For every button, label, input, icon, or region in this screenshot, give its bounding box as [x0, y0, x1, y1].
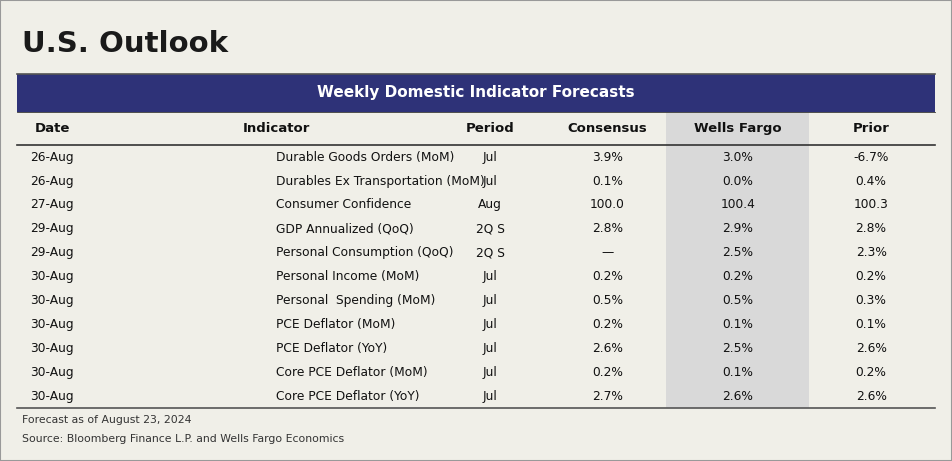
Text: 2.8%: 2.8% [856, 222, 886, 235]
Text: 0.5%: 0.5% [592, 294, 623, 307]
Text: 0.1%: 0.1% [856, 318, 886, 331]
Text: 100.3: 100.3 [854, 198, 888, 212]
Text: 2Q S: 2Q S [476, 222, 505, 235]
Text: 30-Aug: 30-Aug [30, 270, 74, 283]
Text: 26-Aug: 26-Aug [30, 175, 74, 188]
Text: 2.7%: 2.7% [592, 390, 623, 402]
Text: 2.9%: 2.9% [723, 222, 753, 235]
Text: 2.5%: 2.5% [723, 246, 753, 259]
Text: 0.2%: 0.2% [592, 270, 623, 283]
Text: 27-Aug: 27-Aug [30, 198, 74, 212]
Text: 2.6%: 2.6% [592, 342, 623, 355]
Text: Jul: Jul [483, 151, 498, 164]
Text: 100.0: 100.0 [590, 198, 625, 212]
Text: 3.0%: 3.0% [723, 151, 753, 164]
Text: Period: Period [466, 122, 515, 135]
Text: Durable Goods Orders (MoM): Durable Goods Orders (MoM) [276, 151, 454, 164]
Text: 0.2%: 0.2% [592, 366, 623, 378]
Text: Jul: Jul [483, 270, 498, 283]
Text: Jul: Jul [483, 366, 498, 378]
Text: Weekly Domestic Indicator Forecasts: Weekly Domestic Indicator Forecasts [317, 85, 635, 100]
Text: 0.2%: 0.2% [723, 270, 753, 283]
Text: 0.2%: 0.2% [856, 366, 886, 378]
Text: 0.1%: 0.1% [592, 175, 623, 188]
Bar [17, 74, 935, 112]
Text: Core PCE Deflator (MoM): Core PCE Deflator (MoM) [276, 366, 427, 378]
Text: 0.4%: 0.4% [856, 175, 886, 188]
Text: Jul: Jul [483, 294, 498, 307]
Text: 0.1%: 0.1% [723, 366, 753, 378]
Text: 0.2%: 0.2% [856, 270, 886, 283]
Text: Personal  Spending (MoM): Personal Spending (MoM) [276, 294, 435, 307]
Text: PCE Deflator (YoY): PCE Deflator (YoY) [276, 342, 387, 355]
Text: 29-Aug: 29-Aug [30, 246, 74, 259]
Text: Jul: Jul [483, 342, 498, 355]
Text: —: — [602, 246, 613, 259]
Text: 26-Aug: 26-Aug [30, 151, 74, 164]
Text: Jul: Jul [483, 318, 498, 331]
Text: 0.1%: 0.1% [723, 318, 753, 331]
Text: 2.5%: 2.5% [723, 342, 753, 355]
Text: Personal Income (MoM): Personal Income (MoM) [276, 270, 420, 283]
Text: 2.8%: 2.8% [592, 222, 623, 235]
Text: Aug: Aug [478, 198, 503, 212]
Text: 30-Aug: 30-Aug [30, 342, 74, 355]
Text: Indicator: Indicator [243, 122, 309, 135]
Text: 2Q S: 2Q S [476, 246, 505, 259]
Text: Source: Bloomberg Finance L.P. and Wells Fargo Economics: Source: Bloomberg Finance L.P. and Wells… [22, 434, 344, 444]
Text: 30-Aug: 30-Aug [30, 390, 74, 402]
Text: 100.4: 100.4 [721, 198, 755, 212]
Text: Date: Date [34, 122, 70, 135]
Text: -6.7%: -6.7% [853, 151, 889, 164]
Text: Consensus: Consensus [567, 122, 647, 135]
Text: 2.3%: 2.3% [856, 246, 886, 259]
Text: Forecast as of August 23, 2024: Forecast as of August 23, 2024 [22, 415, 191, 425]
Text: 29-Aug: 29-Aug [30, 222, 74, 235]
Text: Wells Fargo: Wells Fargo [694, 122, 782, 135]
Bar [666, 112, 809, 408]
Text: 2.6%: 2.6% [723, 390, 753, 402]
Text: 30-Aug: 30-Aug [30, 318, 74, 331]
Text: 3.9%: 3.9% [592, 151, 623, 164]
Text: 0.5%: 0.5% [723, 294, 753, 307]
Text: Consumer Confidence: Consumer Confidence [276, 198, 411, 212]
Text: Durables Ex Transportation (MoM): Durables Ex Transportation (MoM) [276, 175, 485, 188]
Text: 2.6%: 2.6% [856, 390, 886, 402]
Text: 2.6%: 2.6% [856, 342, 886, 355]
Text: 30-Aug: 30-Aug [30, 294, 74, 307]
Text: 30-Aug: 30-Aug [30, 366, 74, 378]
Text: 0.3%: 0.3% [856, 294, 886, 307]
Text: Jul: Jul [483, 175, 498, 188]
Text: Personal Consumption (QoQ): Personal Consumption (QoQ) [276, 246, 453, 259]
Text: Core PCE Deflator (YoY): Core PCE Deflator (YoY) [276, 390, 420, 402]
Text: Jul: Jul [483, 390, 498, 402]
Text: 0.2%: 0.2% [592, 318, 623, 331]
Text: 0.0%: 0.0% [723, 175, 753, 188]
Text: PCE Deflator (MoM): PCE Deflator (MoM) [276, 318, 395, 331]
Text: Prior: Prior [853, 122, 889, 135]
Text: GDP Annualized (QoQ): GDP Annualized (QoQ) [276, 222, 414, 235]
Text: U.S. Outlook: U.S. Outlook [22, 30, 228, 58]
